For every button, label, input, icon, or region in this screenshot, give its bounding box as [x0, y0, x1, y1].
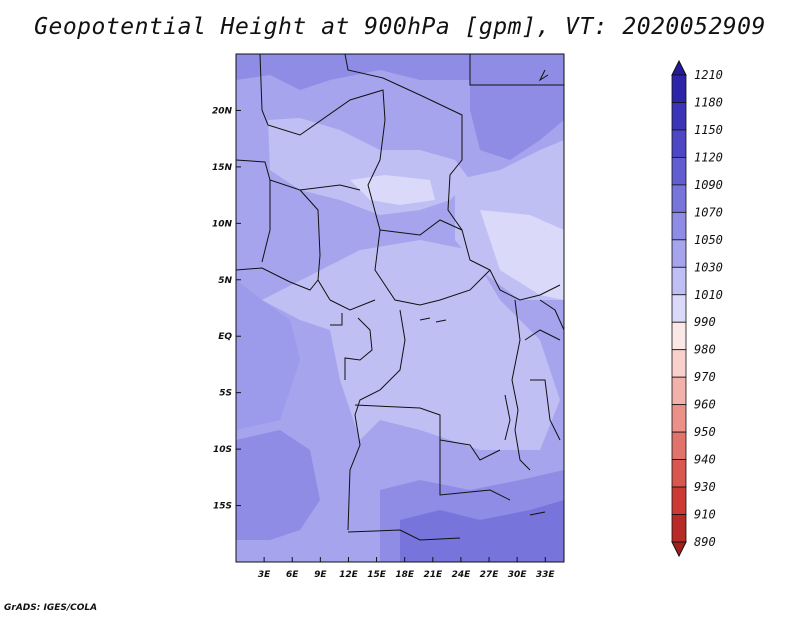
colorbar-label: 1150 [694, 123, 723, 137]
lat-tick-label: 5S [219, 389, 232, 399]
colorbar-segment [671, 431, 687, 460]
colorbar-segment [671, 321, 687, 351]
longitude-axis: 3E 6E 9E 12E 15E 18E 21E 24E 27E 30E 33E [258, 557, 556, 580]
colorbar-label: 1210 [694, 68, 723, 82]
lat-tick-label: 10S [213, 445, 232, 455]
colorbar-label: 1050 [694, 233, 723, 247]
lon-tick-label: 15E [367, 570, 387, 580]
field-1050-1070 [236, 430, 320, 540]
chart-title: Geopotential Height at 900hPa [gpm], VT:… [34, 14, 766, 40]
colorbar-label: 930 [694, 480, 716, 494]
colorbar-top-arrow [671, 59, 687, 76]
field-1010-1030 [262, 240, 560, 450]
colorbar-segment [671, 486, 687, 515]
colorbar: 1210 1180 1150 1120 1090 1070 1050 1030 1010 990 9… [671, 59, 723, 558]
colorbar-label: 980 [694, 343, 716, 357]
lat-tick-label: 15N [212, 163, 233, 173]
lon-tick-label: 9E [314, 570, 327, 580]
colorbar-label: 990 [694, 315, 716, 329]
lat-tick-label: 15S [213, 502, 232, 512]
lon-tick-label: 21E [423, 570, 443, 580]
latitude-axis: 20N 15N 10N 5N EQ 5S 10S 15S [212, 106, 241, 512]
colorbar-segment [671, 184, 687, 213]
colorbar-label: 1180 [694, 95, 723, 109]
colorbar-segment [671, 239, 687, 268]
lon-tick-label: 6E [286, 570, 299, 580]
plot-frame [235, 53, 565, 563]
lon-tick-label: 30E [508, 570, 528, 580]
lon-tick-label: 3E [258, 570, 271, 580]
lat-tick-label: 10N [212, 219, 233, 229]
lon-tick-label: 18E [395, 570, 415, 580]
colorbar-label: 1030 [694, 260, 723, 274]
lon-tick-label: 33E [536, 570, 556, 580]
colorbar-label: 1070 [694, 205, 723, 219]
field-1050-1070 [236, 54, 470, 90]
colorbar-segment [671, 74, 687, 103]
lon-tick-label: 24E [452, 570, 472, 580]
field-1030-1050 [236, 280, 300, 430]
colorbar-segment [671, 129, 687, 158]
colorbar-segment [671, 294, 687, 323]
colorbar-segment [671, 459, 687, 488]
colorbar-label: 1090 [694, 178, 723, 192]
colorbar-label: 970 [694, 370, 716, 384]
field-1050-1070 [470, 54, 564, 160]
lon-tick-label: 27E [480, 570, 500, 580]
colorbar-label: 960 [694, 398, 716, 412]
colorbar-segment [671, 157, 687, 186]
field-990-1010 [480, 210, 564, 300]
lat-tick-label: 20N [212, 106, 233, 116]
colorbar-segment [671, 404, 687, 433]
colorbar-label: 940 [694, 453, 716, 467]
height-field [236, 54, 564, 562]
colorbar-label: 950 [694, 425, 716, 439]
colorbar-label: 1120 [694, 150, 723, 164]
colorbar-label: 1010 [694, 288, 723, 302]
colorbar-label: 910 [694, 508, 716, 522]
colorbar-segment [671, 266, 687, 296]
colorbar-bottom-arrow [671, 541, 687, 558]
colorbar-segment [671, 514, 687, 543]
colorbar-segment [671, 211, 687, 241]
colorbar-label: 890 [694, 535, 716, 549]
colorbar-segment [671, 376, 687, 406]
lon-tick-label: 12E [339, 570, 359, 580]
field-1070-1090 [400, 500, 564, 562]
country-borders [236, 54, 564, 541]
lat-tick-label: EQ [218, 332, 232, 342]
credit-label: GrADS: IGES/COLA [4, 603, 98, 613]
colorbar-segment [671, 349, 687, 378]
colorbar-segment [671, 102, 687, 131]
lat-tick-label: 5N [218, 276, 232, 286]
